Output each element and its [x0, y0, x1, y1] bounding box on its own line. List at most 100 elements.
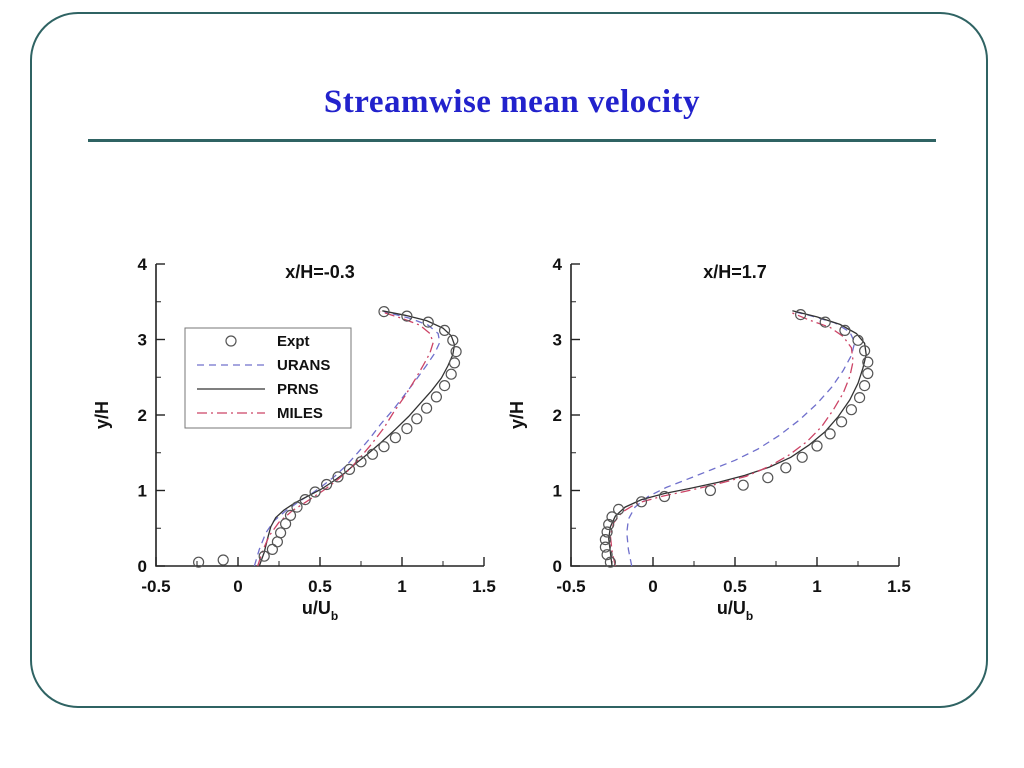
- legend-label-miles: MILES: [277, 405, 323, 422]
- data-point-marker: [401, 310, 413, 322]
- data-point-marker: [266, 543, 278, 555]
- data-point-marker: [448, 357, 461, 369]
- data-point-marker: [439, 380, 451, 392]
- data-point-marker: [299, 494, 311, 506]
- y-tick-label: 1: [138, 482, 147, 501]
- data-point-marker: [811, 440, 823, 452]
- y-tick-label: 0: [553, 557, 562, 576]
- data-point-marker: [852, 334, 864, 346]
- x-tick-label: -0.5: [141, 577, 170, 596]
- y-tick-label: 3: [553, 331, 562, 350]
- data-point-marker: [401, 423, 413, 435]
- data-point-marker: [355, 456, 367, 468]
- x-tick-label: 0.5: [723, 577, 747, 596]
- data-point-marker: [862, 367, 874, 380]
- series-urans: [626, 310, 856, 567]
- data-point-marker: [366, 448, 379, 460]
- y-axis-title: y/H: [507, 401, 527, 429]
- data-point-marker: [862, 356, 874, 368]
- legend-label-expt: Expt: [277, 333, 310, 350]
- data-point-marker: [343, 463, 356, 475]
- slide-border: [30, 12, 988, 708]
- data-point-marker: [854, 392, 866, 404]
- chart-title: x/H=1.7: [703, 262, 767, 282]
- chart-title: x/H=-0.3: [285, 262, 355, 282]
- data-point-marker: [859, 380, 871, 392]
- data-point-marker: [836, 416, 848, 428]
- y-tick-label: 4: [553, 255, 563, 274]
- figure-velocity-profile-xH-1p7: -0.5 0 0.5 1 1.5 0 1 2 3 4 u/Ub y/H x/H=1.7: [503, 236, 923, 626]
- data-point-marker: [658, 490, 671, 503]
- data-point-marker: [604, 556, 617, 568]
- data-point-marker: [378, 441, 390, 453]
- data-point-marker: [612, 503, 625, 515]
- data-point-marker: [601, 526, 613, 538]
- data-point-marker: [762, 472, 774, 484]
- x-tick-label: 1: [397, 577, 406, 596]
- data-point-marker: [430, 391, 442, 403]
- data-point-marker: [422, 316, 434, 328]
- data-point-marker: [321, 478, 333, 491]
- data-point-marker: [217, 554, 229, 566]
- x-tick-label: 1.5: [887, 577, 911, 596]
- data-point-marker: [635, 496, 648, 508]
- data-point-marker: [599, 534, 612, 546]
- data-point-marker: [795, 308, 807, 321]
- series-miles: [609, 311, 854, 567]
- data-point-marker: [192, 556, 205, 568]
- data-point-marker: [450, 345, 462, 358]
- data-point-marker: [780, 462, 792, 474]
- y-tick-label: 3: [138, 331, 147, 350]
- data-point-marker: [859, 345, 871, 357]
- data-point-marker: [606, 511, 618, 523]
- data-point-marker: [421, 402, 433, 414]
- data-point-marker: [447, 334, 459, 346]
- data-point-marker: [258, 550, 270, 562]
- series-expt: [192, 305, 462, 568]
- data-point-marker: [439, 324, 451, 337]
- data-point-marker: [309, 486, 321, 498]
- x-tick-label: -0.5: [556, 577, 585, 596]
- data-point-marker: [445, 368, 457, 380]
- data-point-marker: [704, 484, 716, 497]
- legend-box: [184, 327, 352, 429]
- y-tick-label: 0: [138, 557, 147, 576]
- legend-label-urans: URANS: [277, 357, 330, 374]
- y-tick-label: 1: [553, 482, 562, 501]
- series-miles: [257, 310, 434, 567]
- data-point-marker: [291, 501, 303, 513]
- x-axis-title: u/Ub: [717, 598, 753, 623]
- x-tick-label: 0.5: [308, 577, 332, 596]
- data-point-marker: [389, 432, 401, 444]
- data-point-marker: [280, 518, 292, 530]
- legend-symbol-expt: [225, 335, 237, 347]
- data-point-marker: [839, 324, 851, 337]
- x-tick-label: 1.5: [472, 577, 496, 596]
- data-point-marker: [845, 404, 857, 416]
- data-point-marker: [378, 305, 390, 318]
- data-point-marker: [599, 541, 612, 553]
- x-tick-label: 0: [233, 577, 242, 596]
- data-point-marker: [284, 509, 297, 521]
- data-point-marker: [332, 471, 344, 483]
- x-tick-label: 1: [812, 577, 821, 596]
- y-tick-label: 2: [553, 406, 562, 425]
- y-tick-label: 2: [138, 406, 147, 425]
- x-tick-label: 0: [648, 577, 657, 596]
- data-point-marker: [819, 316, 831, 328]
- figure-velocity-profile-xH-neg0p3: -0.5 0 0.5 1 1.5 0 1 2 3 4 u/Ub y/H x/H=-0.3 Expt URAN…: [88, 236, 508, 626]
- series-expt: [599, 308, 874, 568]
- data-point-marker: [275, 527, 287, 539]
- series-prns: [608, 310, 867, 567]
- legend-label-prns: PRNS: [277, 381, 319, 398]
- data-point-marker: [824, 428, 836, 440]
- y-axis-title: y/H: [92, 401, 112, 429]
- data-point-marker: [601, 549, 613, 561]
- chart-xH-neg0p3: -0.5 0 0.5 1 1.501234u/Uby/Hx/H=-0.3ExptURAN…: [92, 255, 496, 623]
- data-point-marker: [737, 479, 749, 491]
- y-tick-label: 4: [138, 255, 148, 274]
- x-axis-title: u/Ub: [302, 598, 338, 623]
- data-point-marker: [796, 451, 808, 463]
